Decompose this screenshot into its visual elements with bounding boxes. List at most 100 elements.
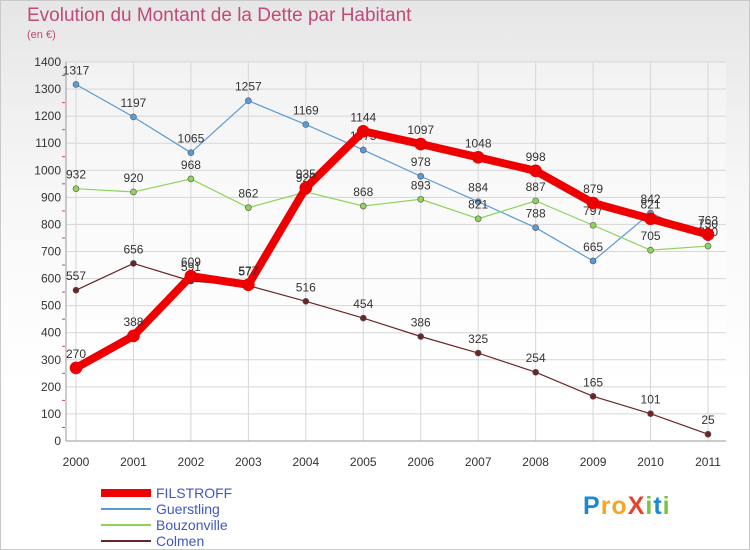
data-label-filstroff: 609 [181, 255, 201, 269]
data-label-guerstling: 1065 [178, 132, 205, 146]
logo-letter: i [645, 492, 654, 520]
chart-title: Evolution du Montant de la Dette par Hab… [27, 5, 412, 26]
data-label-bouzonville: 932 [66, 168, 86, 182]
legend-label: Guerstling [156, 501, 220, 517]
y-tick-label: 1100 [35, 136, 61, 150]
data-point-colmen [130, 260, 137, 267]
data-point-filstroff [586, 196, 600, 210]
y-tick-label: 0 [54, 434, 61, 448]
data-label-colmen: 165 [583, 375, 603, 389]
x-tick-label: 2010 [637, 455, 664, 469]
proxiti-logo: ProXiti [583, 492, 671, 521]
y-tick-label: 500 [41, 299, 61, 313]
data-label-guerstling: 665 [583, 240, 603, 254]
data-label-filstroff: 577 [238, 264, 258, 278]
data-point-bouzonville [72, 185, 80, 192]
data-point-bouzonville [245, 204, 252, 211]
data-point-filstroff [644, 212, 657, 226]
y-tick-label: 300 [41, 353, 61, 367]
series-line-bouzonville [75, 178, 709, 251]
data-label-filstroff: 821 [641, 198, 661, 212]
data-label-guerstling: 788 [526, 207, 546, 221]
legend-label: Colmen [156, 533, 205, 549]
legend-swatch [101, 540, 151, 542]
data-point-bouzonville [187, 175, 195, 183]
data-label-guerstling: 1317 [63, 63, 90, 77]
data-point-bouzonville [359, 202, 367, 210]
x-tick-label: 2000 [63, 455, 90, 469]
data-point-filstroff [127, 329, 140, 343]
chart-unit-label: (en €) [27, 29, 56, 41]
data-point-colmen [589, 393, 597, 400]
data-point-filstroff [356, 125, 370, 138]
y-tick-label: 600 [41, 272, 61, 286]
data-label-bouzonville: 893 [411, 178, 431, 192]
logo-letter: o [611, 492, 628, 520]
data-point-filstroff [529, 164, 542, 178]
data-point-filstroff [701, 228, 715, 241]
x-tick-label: 2005 [350, 455, 377, 469]
data-label-bouzonville: 821 [468, 198, 488, 212]
data-point-bouzonville [130, 188, 137, 196]
x-tick-label: 2011 [695, 455, 721, 469]
data-point-guerstling [245, 97, 252, 105]
y-tick-label: 200 [41, 380, 61, 394]
data-label-guerstling: 842 [641, 192, 661, 206]
data-point-guerstling [589, 257, 597, 265]
logo-letter: t [653, 492, 663, 520]
data-label-filstroff: 388 [123, 315, 143, 329]
y-tick-label: 1300 [34, 82, 61, 96]
data-label-bouzonville: 968 [181, 158, 201, 172]
data-label-bouzonville: 705 [641, 229, 661, 243]
logo-letter: P [583, 492, 601, 520]
y-tick-label: 900 [41, 190, 61, 204]
data-point-colmen [417, 333, 425, 340]
data-point-guerstling [187, 149, 195, 156]
data-label-filstroff: 270 [66, 347, 86, 361]
y-tick-label: 1400 [34, 55, 61, 69]
data-point-colmen [474, 349, 482, 357]
data-point-guerstling [130, 113, 137, 121]
data-label-colmen: 25 [701, 413, 715, 427]
data-label-guerstling: 1197 [121, 96, 147, 110]
x-tick-label: 2009 [580, 455, 607, 469]
data-label-bouzonville: 887 [526, 180, 546, 194]
series-line-colmen [75, 262, 709, 435]
data-point-bouzonville [532, 197, 539, 205]
data-point-filstroff [299, 181, 313, 195]
data-label-colmen: 254 [526, 351, 546, 365]
data-label-colmen: 101 [641, 393, 661, 407]
data-label-filstroff: 763 [698, 213, 718, 227]
x-tick-label: 2007 [465, 455, 492, 469]
data-label-colmen: 591 [181, 260, 201, 274]
data-label-colmen: 325 [468, 332, 488, 346]
data-label-guerstling: 750 [698, 217, 718, 231]
logo-letter: X [627, 492, 646, 520]
data-label-colmen: 386 [411, 316, 431, 330]
y-tick-label: 1200 [34, 109, 61, 123]
x-tick-label: 2001 [120, 455, 147, 469]
data-point-bouzonville [704, 242, 712, 250]
y-tick-label: 100 [41, 407, 61, 421]
data-point-bouzonville [417, 195, 425, 203]
data-label-bouzonville: 862 [238, 187, 258, 201]
data-point-guerstling [72, 81, 80, 88]
data-label-guerstling: 1169 [293, 104, 319, 118]
data-point-filstroff [414, 137, 428, 151]
y-tick-label: 400 [41, 326, 61, 340]
data-label-colmen: 557 [66, 269, 86, 283]
data-label-filstroff: 998 [526, 150, 546, 164]
data-point-guerstling [532, 224, 539, 231]
legend-swatch [101, 524, 151, 526]
x-tick-label: 2006 [407, 455, 434, 469]
data-point-filstroff [471, 150, 485, 164]
legend-swatch [101, 489, 151, 497]
data-point-guerstling [359, 146, 367, 154]
data-point-bouzonville [474, 215, 482, 223]
data-label-filstroff: 1144 [350, 110, 376, 124]
data-point-filstroff [184, 269, 198, 283]
x-tick-label: 2002 [178, 455, 205, 469]
data-point-colmen [704, 430, 712, 438]
